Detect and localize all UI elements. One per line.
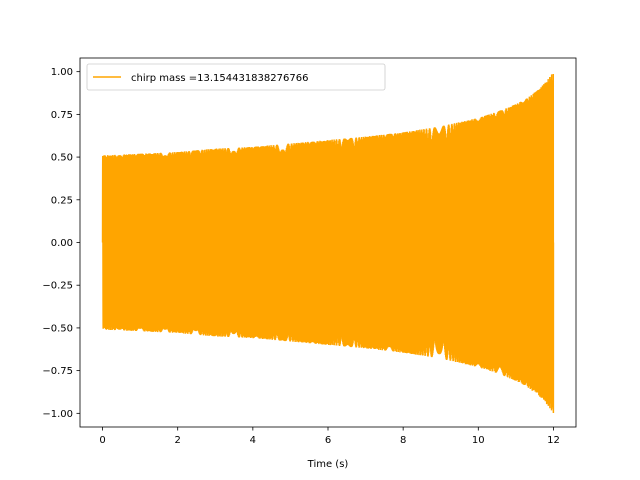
x-tick-label: 10 [472,435,485,446]
y-tick-label: −0.50 [42,323,73,334]
y-tick-label: −0.25 [42,281,73,292]
x-axis-ticks: 0 2 4 6 8 10 12 [99,427,560,446]
x-tick-label: 2 [175,435,181,446]
legend-box [86,63,386,91]
x-tick-label: 6 [325,435,331,446]
x-axis-label: Time (s) [307,459,349,470]
y-tick-label: 0.25 [51,195,73,206]
y-tick-label: 0.50 [51,153,73,164]
plot-area [101,74,555,414]
y-tick-label: 0.00 [51,238,73,249]
x-tick-label: 8 [400,435,406,446]
x-tick-label: 12 [547,435,560,446]
legend-label: chirp mass =13.154431838276766 [131,73,308,84]
y-tick-label: −1.00 [42,409,73,420]
x-tick-label: 0 [99,435,105,446]
legend: chirp mass =13.154431838276766 [86,63,386,91]
x-tick-label: 4 [250,435,256,446]
waveform-line [101,74,555,414]
axes-frame [79,57,577,428]
y-tick-label: 1.00 [51,67,73,78]
y-axis-ticks: −1.00 −0.75 −0.50 −0.25 0.00 0.25 0.50 0.75 1.00 [42,67,80,420]
y-tick-label: 0.75 [51,110,73,121]
y-tick-label: −0.75 [42,366,73,377]
